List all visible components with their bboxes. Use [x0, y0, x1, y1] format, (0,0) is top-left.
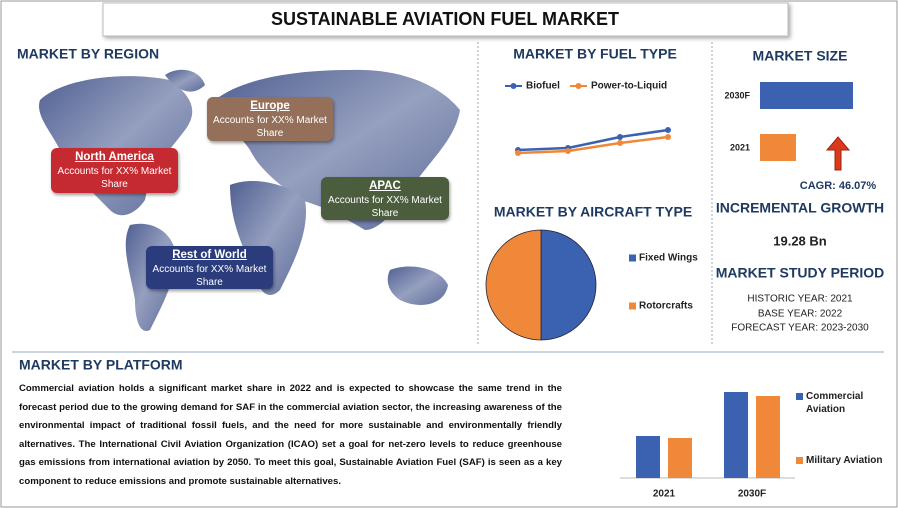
- legend-swatch: [629, 302, 636, 310]
- callout: North America Accounts for XX% Market Sha…: [51, 148, 178, 193]
- point: [617, 140, 623, 146]
- bar: [756, 396, 780, 478]
- callout: Rest of World Accounts for XX% Market Sha…: [146, 246, 273, 289]
- period-item: HISTORIC YEAR: 2021: [747, 294, 853, 305]
- legend-label: Rotorcrafts: [639, 301, 693, 312]
- section-heading: MARKET BY PLATFORM: [19, 357, 183, 373]
- legend-swatch: [629, 254, 636, 262]
- section-heading: MARKET BY FUEL TYPE: [513, 46, 677, 62]
- section-heading: MARKET STUDY PERIOD: [716, 265, 885, 281]
- point: [617, 134, 623, 140]
- platform-text: Commercial aviation holds a significant …: [19, 383, 562, 487]
- period-item: FORECAST YEAR: 2023-2030: [731, 323, 869, 334]
- bar: [636, 436, 660, 478]
- title-box: [102, 2, 789, 37]
- bar: [668, 438, 692, 478]
- callout: APAC Accounts for XX% Market Share: [321, 177, 449, 220]
- cagr: CAGR: 46.07%: [800, 180, 877, 192]
- callout-text: Accounts for XX% Market Share: [57, 166, 172, 190]
- legend-label: Commercial Aviation: [796, 390, 898, 416]
- callout-name: North America: [75, 151, 154, 163]
- growth-value: 19.28 Bn: [773, 233, 827, 248]
- category-label: 2021: [730, 142, 750, 152]
- legend-marker: [575, 83, 582, 89]
- callout: Europe Accounts for XX% Market Share: [207, 97, 333, 141]
- bar: [760, 82, 853, 109]
- x-tick-label: 2030F: [738, 489, 766, 500]
- point: [515, 150, 521, 156]
- legend-label: Military Aviation: [796, 454, 898, 467]
- legend-swatch: [796, 393, 803, 400]
- series-line: [517, 135, 669, 155]
- bar: [760, 134, 796, 161]
- point: [665, 127, 671, 133]
- pie-slice: [485, 229, 542, 341]
- legend-label: Power-to-Liquid: [591, 81, 667, 92]
- bar: [724, 392, 748, 478]
- section-heading: MARKET SIZE: [753, 48, 848, 64]
- growth-arrow: [825, 136, 851, 171]
- legend-label: Biofuel: [526, 81, 560, 92]
- point: [565, 148, 571, 154]
- callout-text: Accounts for XX% Market Share: [328, 195, 442, 219]
- callout-name: Europe: [250, 100, 290, 112]
- callout-name: Rest of World: [172, 249, 247, 261]
- section-heading: INCREMENTAL GROWTH: [716, 200, 884, 216]
- series-line: [517, 128, 669, 152]
- section-heading: MARKET BY REGION: [17, 46, 159, 62]
- legend-marker: [510, 83, 517, 89]
- callout-name: APAC: [369, 180, 401, 192]
- category-label: 2030F: [724, 90, 750, 100]
- legend-swatch: [796, 457, 803, 464]
- legend-label: Fixed Wings: [639, 253, 698, 264]
- section-heading: MARKET BY AIRCRAFT TYPE: [494, 204, 692, 220]
- point: [665, 134, 671, 140]
- period-item: BASE YEAR: 2022: [758, 309, 843, 320]
- pie-slice: [540, 229, 597, 341]
- callout-text: Accounts for XX% Market Share: [152, 264, 267, 288]
- callout-text: Accounts for XX% Market Share: [213, 115, 327, 139]
- title: SUSTAINABLE AVIATION FUEL MARKET: [271, 9, 619, 29]
- x-tick-label: 2021: [653, 489, 676, 500]
